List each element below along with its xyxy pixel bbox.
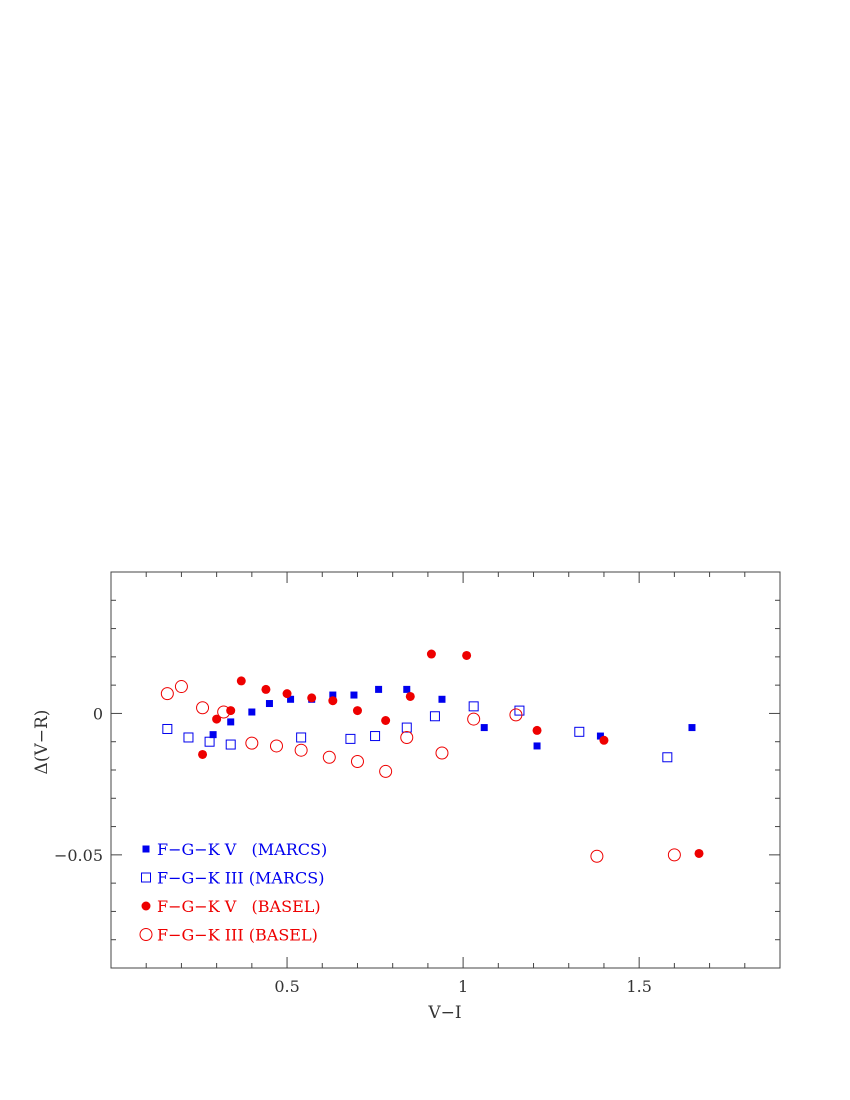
data-point bbox=[401, 722, 412, 733]
data-point bbox=[532, 725, 542, 735]
data-point bbox=[574, 726, 585, 737]
legend-marker bbox=[141, 872, 151, 883]
data-point bbox=[322, 750, 336, 764]
data-point bbox=[174, 680, 188, 694]
data-point bbox=[599, 735, 609, 745]
data-point bbox=[438, 695, 446, 703]
data-point bbox=[350, 755, 364, 769]
axes: 0.5 1 1.5 0 −0.05 bbox=[54, 571, 781, 996]
data-point bbox=[265, 700, 273, 708]
x-tick-label: 1.5 bbox=[626, 977, 651, 996]
legend-entry: F−G−K III (MARCS) bbox=[141, 869, 324, 888]
data-point bbox=[533, 742, 541, 750]
data-point bbox=[227, 718, 235, 726]
data-point bbox=[307, 693, 317, 703]
data-point bbox=[212, 714, 222, 724]
y-tick-label: 0 bbox=[93, 704, 103, 723]
data-point bbox=[429, 711, 440, 722]
data-point bbox=[245, 736, 259, 750]
legend-marker bbox=[139, 928, 153, 941]
data-point bbox=[328, 696, 338, 706]
data-point bbox=[198, 749, 208, 759]
data-point bbox=[196, 701, 210, 715]
data-point bbox=[403, 685, 411, 693]
legend: F−G−K V (MARCS) F−G−K III (MARCS) F−G−K V … bbox=[139, 840, 327, 945]
data-point bbox=[590, 849, 604, 863]
data-point bbox=[509, 708, 523, 722]
data-point bbox=[345, 733, 356, 744]
data-point bbox=[248, 708, 256, 716]
data-point bbox=[350, 691, 358, 699]
data-point bbox=[287, 695, 295, 703]
data-point bbox=[225, 739, 236, 750]
data-point bbox=[462, 650, 472, 660]
legend-entry: F−G−K V (MARCS) bbox=[142, 840, 327, 859]
data-point bbox=[467, 712, 481, 726]
y-axis-label: Δ(V−R) bbox=[32, 710, 52, 775]
x-tick-label: 0.5 bbox=[274, 977, 299, 996]
data-point bbox=[694, 848, 704, 858]
data-point bbox=[294, 743, 308, 757]
data-point bbox=[160, 687, 174, 701]
data-point bbox=[352, 706, 362, 716]
data-point bbox=[662, 752, 673, 763]
x-axis-label: V−I bbox=[427, 1003, 461, 1023]
data-point bbox=[217, 705, 231, 719]
data-point bbox=[236, 676, 246, 686]
data-point bbox=[261, 684, 271, 694]
data-point bbox=[400, 730, 414, 744]
data-point bbox=[405, 691, 415, 701]
data-point bbox=[379, 764, 393, 778]
legend-marker bbox=[142, 845, 150, 853]
legend-entry: F−G−K V (BASEL) bbox=[141, 897, 321, 916]
data-point bbox=[209, 731, 217, 739]
data-point bbox=[381, 716, 391, 725]
data-point bbox=[183, 732, 194, 743]
data-point bbox=[468, 701, 479, 712]
legend-label: F−G−K V (BASEL) bbox=[157, 897, 321, 916]
legend-label: F−G−K III (BASEL) bbox=[157, 926, 318, 945]
data-point bbox=[596, 732, 604, 740]
data-point bbox=[375, 685, 383, 693]
data-point bbox=[269, 739, 283, 753]
legend-label: F−G−K III (MARCS) bbox=[157, 869, 324, 888]
data-point bbox=[688, 724, 696, 732]
data-point bbox=[426, 649, 436, 659]
data-point bbox=[435, 746, 449, 760]
legend-label: F−G−K V (MARCS) bbox=[157, 840, 327, 859]
legend-entry: F−G−K III (BASEL) bbox=[139, 926, 318, 945]
data-point bbox=[204, 736, 215, 747]
data-point bbox=[480, 724, 488, 732]
data-point bbox=[514, 705, 525, 716]
data-point bbox=[296, 732, 307, 743]
data-point bbox=[282, 689, 292, 699]
legend-marker bbox=[141, 901, 151, 911]
data-point bbox=[329, 691, 337, 699]
data-point bbox=[667, 848, 681, 862]
x-tick-label: 1 bbox=[458, 977, 468, 996]
y-tick-label: −0.05 bbox=[54, 846, 103, 865]
data-points bbox=[160, 649, 704, 863]
data-point bbox=[162, 723, 173, 734]
data-point bbox=[370, 731, 381, 742]
